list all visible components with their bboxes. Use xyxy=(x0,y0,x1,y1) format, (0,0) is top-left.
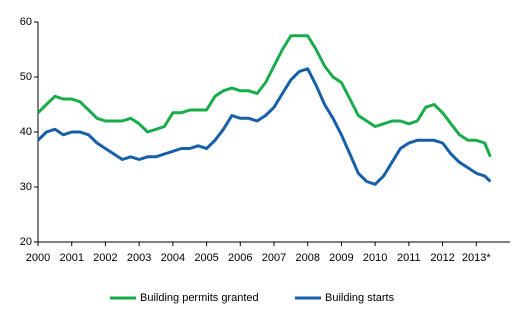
x-tick-label: 2012 xyxy=(430,252,454,264)
x-tick-label: 2010 xyxy=(363,252,387,264)
legend-label: Building permits granted xyxy=(140,292,259,304)
x-tick-label: 2008 xyxy=(295,252,319,264)
x-tick-label: 2011 xyxy=(397,252,421,264)
line-series xyxy=(36,67,492,186)
x-tick-label: 2009 xyxy=(329,252,353,264)
x-tick-label: 2001 xyxy=(59,252,83,264)
y-tick-label: 60 xyxy=(20,16,32,28)
x-tick-label: 2002 xyxy=(93,252,117,264)
x-tick-label: 2007 xyxy=(262,252,286,264)
x-tick-label: 2006 xyxy=(228,252,252,264)
line-series xyxy=(36,34,492,158)
legend-label: Building starts xyxy=(325,292,395,304)
x-tick-label: 2013* xyxy=(462,252,491,264)
x-tick-label: 2003 xyxy=(127,252,151,264)
x-tick-label: 2004 xyxy=(161,252,185,264)
x-tick-label: 2000 xyxy=(26,252,50,264)
y-tick-label: 50 xyxy=(20,71,32,83)
y-tick-label: 30 xyxy=(20,181,32,193)
y-tick-label: 20 xyxy=(20,236,32,248)
x-tick-label: 2005 xyxy=(194,252,218,264)
y-tick-label: 40 xyxy=(20,126,32,138)
